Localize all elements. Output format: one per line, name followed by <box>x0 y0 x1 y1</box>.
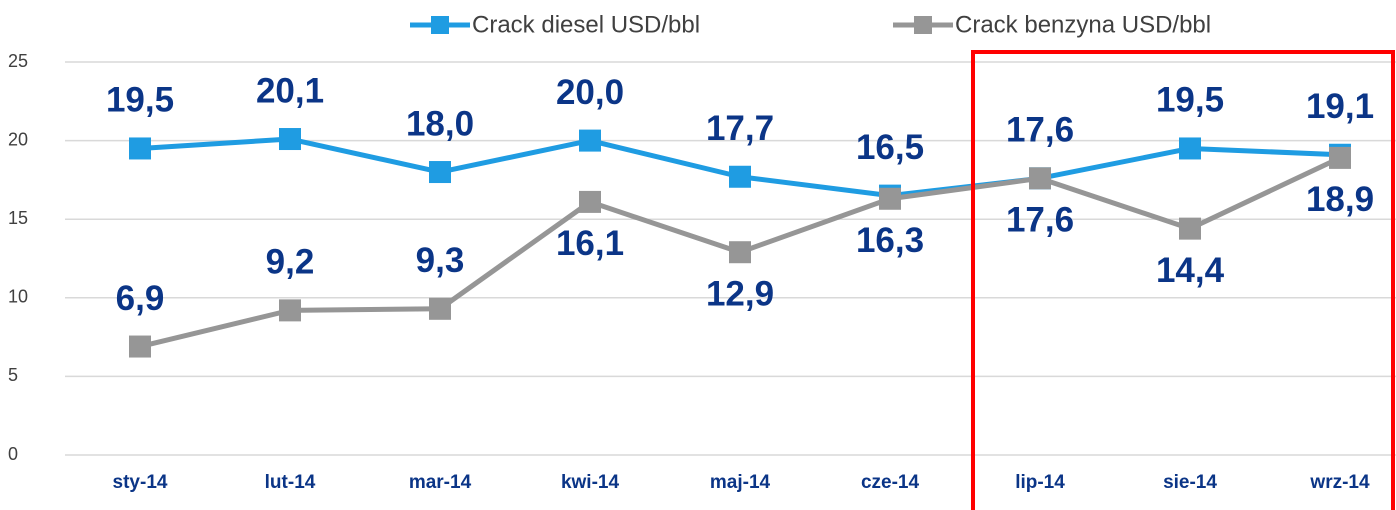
point-marker <box>429 297 451 320</box>
value-label: 18,9 <box>1306 180 1374 219</box>
legend-label: Crack diesel USD/bbl <box>472 11 700 38</box>
point-marker <box>879 187 901 210</box>
x-tick-label: kwi-14 <box>561 472 620 493</box>
point-marker <box>129 137 151 160</box>
legend-marker <box>914 16 932 34</box>
x-tick-label: lip-14 <box>1015 472 1065 493</box>
value-label: 12,9 <box>706 274 774 313</box>
point-marker <box>729 241 751 264</box>
value-label: 19,5 <box>106 81 174 120</box>
point-marker <box>1179 217 1201 240</box>
x-tick-label: sty-14 <box>113 472 168 493</box>
x-tick-label: lut-14 <box>265 472 316 493</box>
y-tick-label: 20 <box>8 129 28 149</box>
value-label: 19,1 <box>1306 87 1374 126</box>
value-label: 9,2 <box>266 243 315 282</box>
point-marker <box>129 335 151 358</box>
x-tick-label: mar-14 <box>409 472 472 493</box>
point-marker <box>279 128 301 151</box>
value-label: 20,1 <box>256 71 324 110</box>
value-label: 18,0 <box>406 104 474 143</box>
value-label: 16,3 <box>856 221 924 260</box>
y-tick-label: 25 <box>8 51 28 71</box>
y-tick-label: 15 <box>8 208 28 228</box>
value-label: 16,1 <box>556 224 624 263</box>
value-label: 17,7 <box>706 109 774 148</box>
value-label: 16,5 <box>856 128 924 167</box>
legend-label: Crack benzyna USD/bbl <box>955 11 1211 38</box>
value-label: 19,5 <box>1156 81 1224 120</box>
value-label: 17,6 <box>1006 111 1074 150</box>
x-tick-label: cze-14 <box>861 472 920 493</box>
point-marker <box>279 299 301 322</box>
x-tick-label: sie-14 <box>1163 472 1217 493</box>
value-label: 6,9 <box>116 279 165 318</box>
point-marker <box>1329 146 1351 169</box>
y-tick-label: 5 <box>8 365 18 385</box>
point-marker <box>579 129 601 152</box>
x-tick-label: wrz-14 <box>1309 472 1370 493</box>
value-label: 20,0 <box>556 73 624 112</box>
point-marker <box>1179 137 1201 160</box>
y-tick-label: 0 <box>8 444 18 464</box>
legend-marker <box>431 16 449 34</box>
highlight-box <box>971 50 1395 510</box>
point-marker <box>1029 167 1051 190</box>
value-label: 9,3 <box>416 241 465 280</box>
point-marker <box>579 190 601 213</box>
y-tick-label: 10 <box>8 287 28 307</box>
value-label: 17,6 <box>1006 201 1074 240</box>
point-marker <box>729 165 751 188</box>
point-marker <box>429 161 451 184</box>
x-tick-label: maj-14 <box>710 472 771 493</box>
value-label: 14,4 <box>1156 251 1225 290</box>
